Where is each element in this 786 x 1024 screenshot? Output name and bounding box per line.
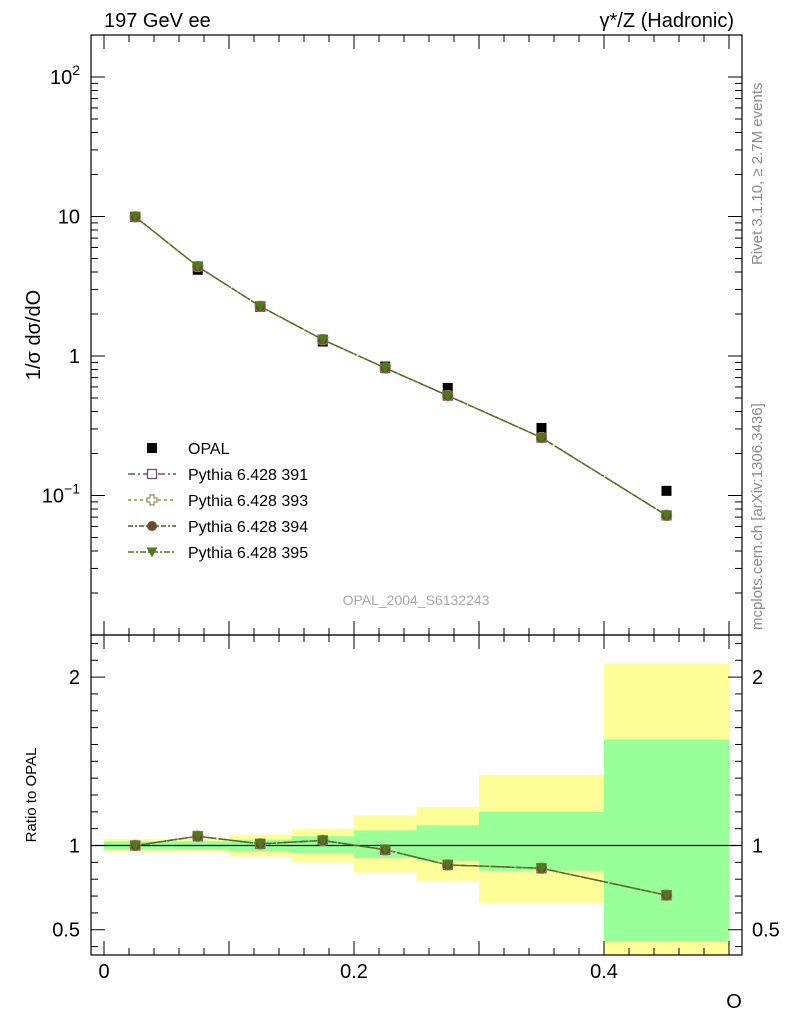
ratio-point [536, 863, 547, 874]
band-inner [416, 825, 479, 861]
ratio-point [379, 845, 391, 856]
data-point [442, 382, 453, 393]
ratio-axis-ticks: 0.5 0.5 1 1 2 2 0 0.2 0.4 [52, 635, 780, 983]
x-tick-label: 0.2 [340, 961, 368, 983]
x-axis-label: O [726, 991, 742, 1013]
energy-label: 197 GeV ee [104, 10, 211, 32]
legend-entry: Pythia 6.428 393 [188, 493, 308, 510]
process-label: γ*/Z (Hadronic) [600, 10, 734, 32]
legend-entry: Pythia 6.428 395 [188, 545, 308, 562]
ratio-point [442, 860, 454, 871]
ratio-point [661, 890, 672, 901]
data-point [661, 485, 672, 496]
ratio-panel: 0.5 0.5 1 1 2 2 0 0.2 0.4 Ratio to OPAL O [23, 634, 780, 1013]
ratio-y-tick-label-right: 0.5 [752, 920, 780, 942]
data-point [317, 335, 329, 346]
legend-entry: OPAL [188, 441, 230, 458]
ratio-bands [104, 663, 729, 955]
y-tick-label: 10 [58, 206, 80, 228]
band-inner [604, 739, 729, 942]
legend-entry: Pythia 6.428 394 [188, 519, 308, 536]
x-tick-label: 0.4 [590, 961, 618, 983]
y-tick-label: 10−1 [42, 480, 80, 507]
legend-marker [146, 468, 158, 480]
band-inner [479, 811, 604, 871]
x-tick-label: 0 [98, 961, 109, 983]
ratio-y-tick-label-left: 0.5 [52, 920, 80, 942]
main-series-layer [129, 211, 673, 522]
legend-marker [147, 521, 157, 531]
legend-marker [146, 494, 158, 506]
y-tick-label: 1 [69, 346, 80, 368]
ratio-y-label: Ratio to OPAL [23, 748, 40, 843]
ratio-y-tick-label-right: 2 [752, 667, 763, 689]
ratio-series-layer [129, 830, 673, 901]
ratio-y-tick-label-left: 2 [69, 667, 80, 689]
ratio-frame [90, 634, 743, 956]
legend-marker [147, 443, 157, 453]
main-axis-ticks: 10−1 1 10 102 [42, 34, 742, 636]
ratio-point [317, 835, 329, 846]
series-line-4 [134, 216, 667, 516]
analysis-label: OPAL_2004_S6132243 [343, 592, 490, 608]
ratio-point [192, 831, 204, 842]
data-point [536, 422, 547, 433]
ratio-y-tick-label-right: 1 [752, 836, 763, 858]
data-point [536, 433, 547, 444]
main-y-label: 1/σ dσ/dO [23, 290, 45, 380]
data-point [192, 262, 204, 273]
data-point [129, 212, 141, 223]
legend-entry: Pythia 6.428 391 [188, 467, 308, 484]
ratio-point [129, 841, 141, 852]
rivet-note: Rivet 3.1.10, ≥ 2.7M events [749, 83, 766, 266]
data-point [254, 301, 266, 312]
legend-marker [146, 547, 158, 558]
data-point [442, 391, 454, 402]
legend: OPAL Pythia 6.428 391 Pythia 6.428 393 Pyth… [128, 441, 308, 562]
data-point [379, 363, 391, 374]
ratio-line-4 [135, 835, 667, 896]
ratio-y-tick-label-left: 1 [69, 836, 80, 858]
y-tick-label: 102 [50, 62, 80, 89]
data-point [661, 510, 672, 521]
source-note: mcplots.cern.ch [arXiv:1306.3436] [749, 403, 766, 630]
ratio-point [254, 839, 266, 850]
